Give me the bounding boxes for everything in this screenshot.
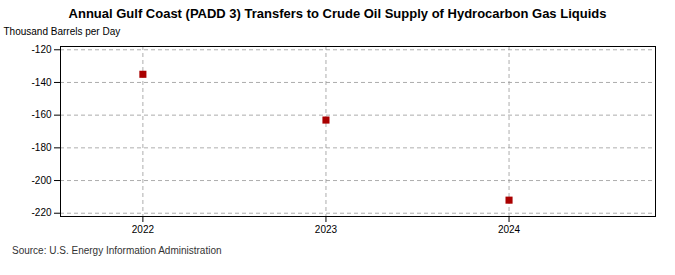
svg-text:-160: -160 [31, 109, 51, 120]
svg-text:-220: -220 [31, 207, 51, 218]
svg-text:Thousand Barrels per Day: Thousand Barrels per Day [4, 26, 121, 37]
svg-text:-120: -120 [31, 44, 51, 55]
svg-text:-200: -200 [31, 175, 51, 186]
html-text:Annual Gulf Coast (PADD 3) Tra: Annual Gulf Coast (PADD 3) Transfers to … [68, 6, 607, 21]
svg-text:2024: 2024 [498, 224, 521, 235]
svg-text:2023: 2023 [315, 224, 338, 235]
svg-text:-180: -180 [31, 142, 51, 153]
svg-text:-140: -140 [31, 77, 51, 88]
html-text:Source: U.S. Energy Informatio: Source: U.S. Energy Information Administ… [12, 245, 222, 256]
svg-text:2022: 2022 [132, 224, 155, 235]
